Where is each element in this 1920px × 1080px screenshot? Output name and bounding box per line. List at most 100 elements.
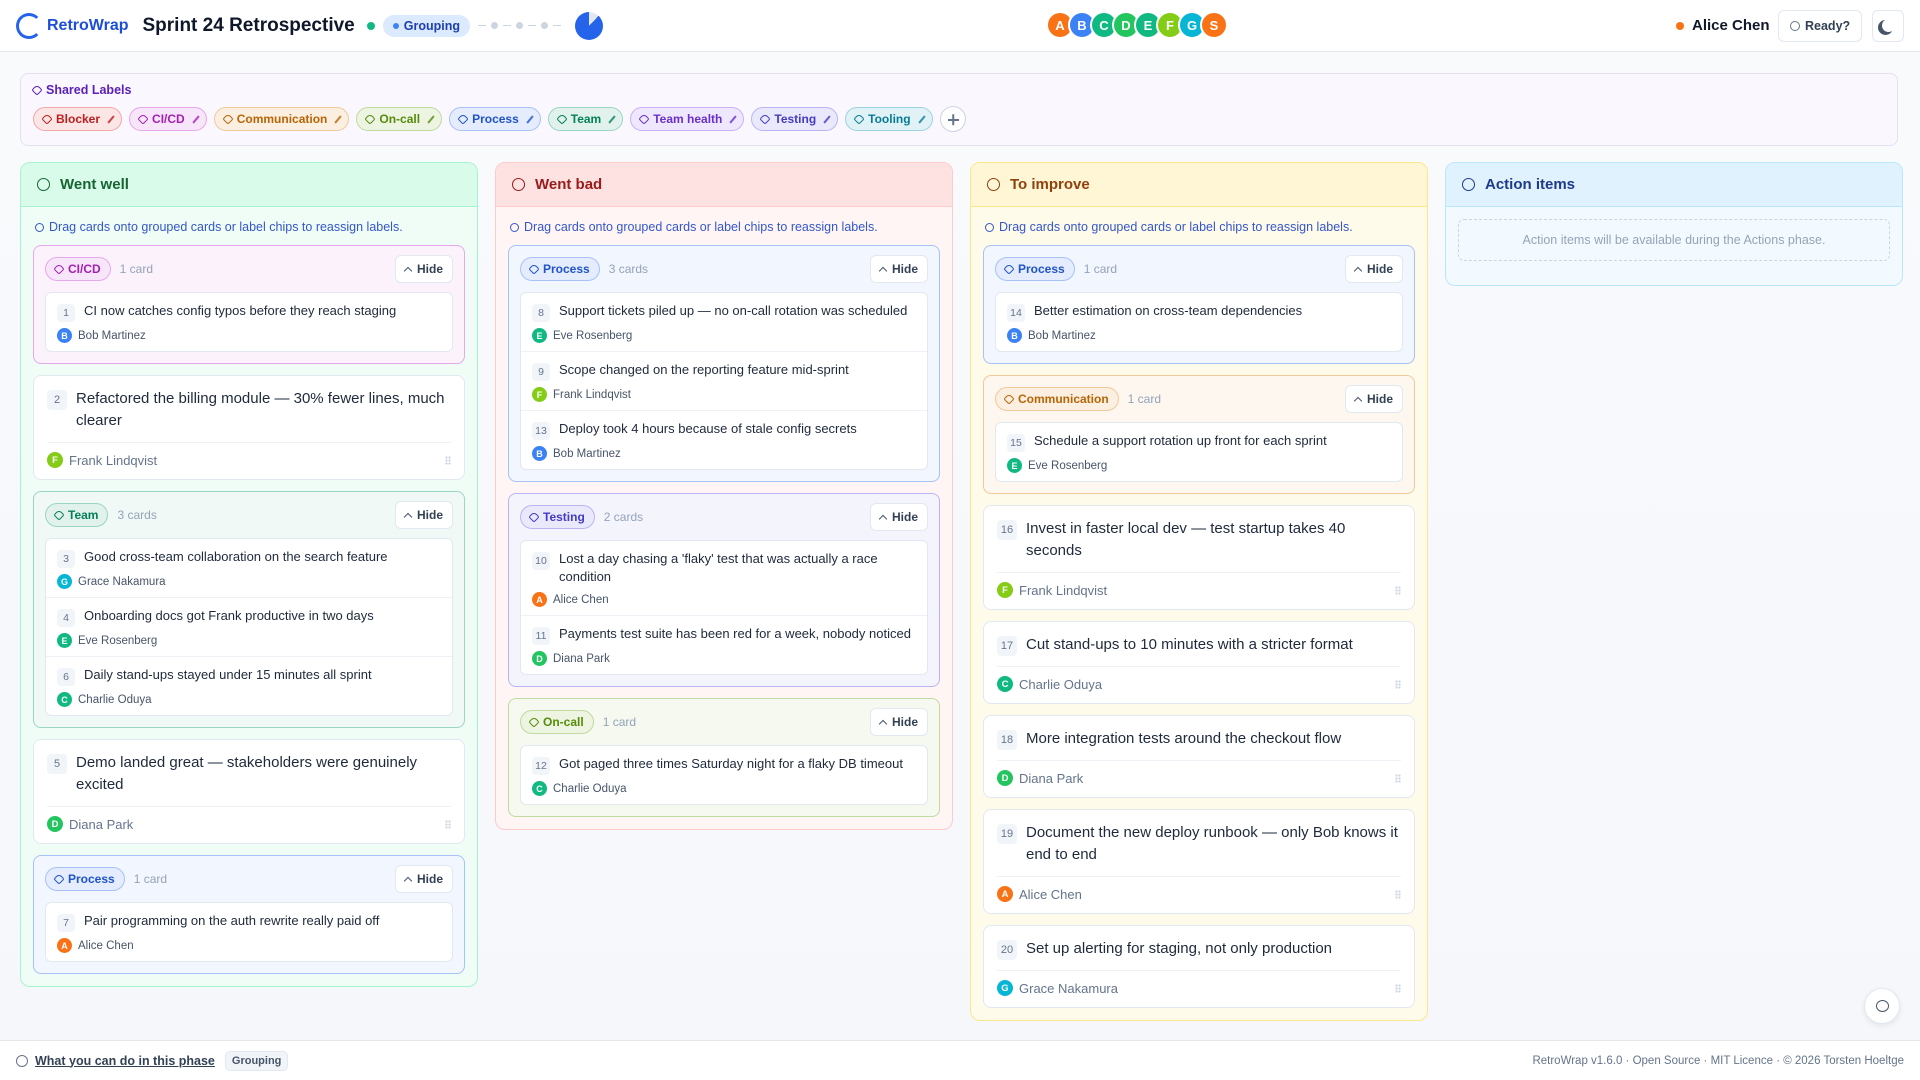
- ready-button[interactable]: Ready?: [1778, 10, 1863, 42]
- card-text: Document the new deploy runbook — only B…: [1026, 824, 1398, 863]
- edit-icon[interactable]: [107, 114, 115, 124]
- card[interactable]: 19 Document the new deploy runbook — only…: [983, 809, 1415, 914]
- grouped-card[interactable]: 6 Daily stand-ups stayed under 15 minutes…: [46, 657, 452, 715]
- drag-handle[interactable]: [445, 455, 451, 465]
- brand[interactable]: RetroWrap: [47, 16, 129, 34]
- drag-handle[interactable]: [445, 819, 451, 829]
- card[interactable]: 5 Demo landed great — stakeholders were g…: [33, 739, 465, 844]
- grouped-card[interactable]: 1 CI now catches config typos before they…: [46, 293, 452, 351]
- grouped-card[interactable]: 15 Schedule a support rotation up front f…: [996, 423, 1402, 481]
- drag-handle[interactable]: [1395, 585, 1401, 595]
- group-label[interactable]: On-call: [520, 710, 594, 734]
- grouped-card[interactable]: 9 Scope changed on the reporting feature …: [521, 352, 927, 411]
- card-number: 18: [997, 730, 1017, 750]
- add-label[interactable]: [939, 106, 966, 132]
- hide-button[interactable]: Hide: [394, 255, 453, 283]
- card-list: CI/CD 1 card Hide 1 CI now catches config ty…: [21, 245, 477, 974]
- author-avatar: C: [57, 692, 72, 707]
- edit-icon[interactable]: [334, 114, 343, 124]
- edit-icon[interactable]: [823, 114, 831, 124]
- phase-dot: [392, 22, 399, 29]
- label-name: CI/CD: [152, 112, 185, 126]
- drag-handle[interactable]: [1395, 983, 1401, 993]
- hide-button[interactable]: Hide: [869, 708, 928, 736]
- grouped-card[interactable]: 4 Onboarding docs got Frank productive in…: [46, 598, 452, 657]
- hide-button[interactable]: Hide: [394, 501, 453, 529]
- card-number: 5: [47, 754, 67, 774]
- card[interactable]: 2 Refactored the billing module — 30% few…: [33, 375, 465, 480]
- card-author: F Frank Lindqvist: [532, 387, 916, 402]
- group-label[interactable]: Process: [45, 867, 125, 891]
- edit-icon[interactable]: [192, 114, 200, 124]
- label-chip[interactable]: Testing: [751, 107, 839, 131]
- card-text: Good cross-team collaboration on the sea…: [84, 549, 388, 564]
- column: Went bad Drag cards onto grouped cards or…: [495, 162, 953, 830]
- column-hint: Drag cards onto grouped cards or label c…: [971, 207, 1427, 245]
- label-name: Testing: [774, 112, 817, 126]
- label-chip[interactable]: Tooling: [845, 107, 933, 131]
- credits: RetroWrap v1.6.0 · Open Source · MIT Lic…: [1532, 1054, 1904, 1067]
- author-avatar: B: [1007, 328, 1022, 343]
- author-avatar: F: [997, 582, 1013, 598]
- author-name: Eve Rosenberg: [78, 634, 158, 647]
- tag-icon: [457, 113, 469, 125]
- drag-handle[interactable]: [1395, 679, 1401, 689]
- card-row: 12 Got paged three times Saturday night f…: [532, 755, 916, 775]
- label-chip[interactable]: Team health: [630, 107, 745, 131]
- label-chip[interactable]: CI/CD: [129, 107, 207, 131]
- grouped-card[interactable]: 11 Payments test suite has been red for a…: [521, 616, 927, 674]
- hide-button[interactable]: Hide: [1344, 385, 1403, 413]
- group-label[interactable]: Process: [995, 257, 1075, 281]
- group-label[interactable]: Team: [45, 503, 109, 527]
- group-label[interactable]: CI/CD: [45, 257, 111, 281]
- card-group: CI/CD 1 card Hide 1 CI now catches config ty…: [33, 245, 465, 364]
- card[interactable]: 17 Cut stand-ups to 10 minutes with a str…: [983, 621, 1415, 704]
- hide-button[interactable]: Hide: [869, 503, 928, 531]
- columns: Went well Drag cards onto grouped cards o…: [20, 162, 1903, 1021]
- edit-icon[interactable]: [729, 114, 738, 124]
- group-label[interactable]: Communication: [995, 387, 1119, 411]
- card[interactable]: 18 More integration tests around the chec…: [983, 715, 1415, 798]
- label-chip[interactable]: Process: [449, 107, 541, 131]
- hide-button[interactable]: Hide: [869, 255, 928, 283]
- card-number: 4: [57, 609, 75, 627]
- group-label[interactable]: Process: [520, 257, 600, 281]
- author-avatar: A: [532, 592, 547, 607]
- grouped-card[interactable]: 8 Support tickets piled up — no on-call r…: [521, 293, 927, 352]
- card[interactable]: 16 Invest in faster local dev — test star…: [983, 505, 1415, 610]
- group-label-name: Communication: [1018, 392, 1109, 406]
- drag-handle[interactable]: [1395, 773, 1401, 783]
- label-chip[interactable]: Communication: [213, 107, 350, 131]
- card-row: 18 More integration tests around the chec…: [997, 728, 1401, 750]
- hide-label: Hide: [416, 262, 443, 276]
- group-label[interactable]: Testing: [520, 505, 595, 529]
- tag-icon: [222, 113, 234, 125]
- hint-icon: [985, 222, 994, 232]
- card-text: Pair programming on the auth rewrite rea…: [84, 913, 380, 928]
- label-chip[interactable]: Blocker: [33, 107, 123, 131]
- drag-handle[interactable]: [1395, 889, 1401, 899]
- grouped-card[interactable]: 3 Good cross-team collaboration on the se…: [46, 539, 452, 598]
- card[interactable]: 20 Set up alerting for staging, not only …: [983, 925, 1415, 1008]
- label-chip[interactable]: Team: [547, 107, 624, 131]
- grouped-card[interactable]: 12 Got paged three times Saturday night f…: [521, 746, 927, 804]
- card-author: A Alice Chen: [57, 938, 441, 953]
- grouped-card[interactable]: 14 Better estimation on cross-team depend…: [996, 293, 1402, 351]
- step-done: [366, 21, 375, 30]
- edit-icon[interactable]: [427, 114, 435, 124]
- card-number: 16: [997, 520, 1017, 540]
- edit-icon[interactable]: [608, 114, 616, 124]
- edit-icon[interactable]: [526, 114, 534, 124]
- hide-button[interactable]: Hide: [1344, 255, 1403, 283]
- edit-icon[interactable]: [917, 114, 926, 124]
- grouped-card[interactable]: 7 Pair programming on the auth rewrite re…: [46, 903, 452, 961]
- hide-button[interactable]: Hide: [394, 865, 453, 893]
- theme-toggle[interactable]: [1872, 10, 1904, 42]
- grouped-card[interactable]: 13 Deploy took 4 hours because of stale c…: [521, 411, 927, 469]
- label-chip[interactable]: On-call: [356, 107, 443, 131]
- chat-button[interactable]: [1864, 988, 1900, 1024]
- help-link[interactable]: What you can do in this phase: [35, 1053, 215, 1068]
- card-text: Daily stand-ups stayed under 15 minutes …: [84, 667, 372, 682]
- card-text: Scope changed on the reporting feature m…: [559, 362, 849, 377]
- grouped-card[interactable]: 10 Lost a day chasing a 'flaky' test that…: [521, 541, 927, 616]
